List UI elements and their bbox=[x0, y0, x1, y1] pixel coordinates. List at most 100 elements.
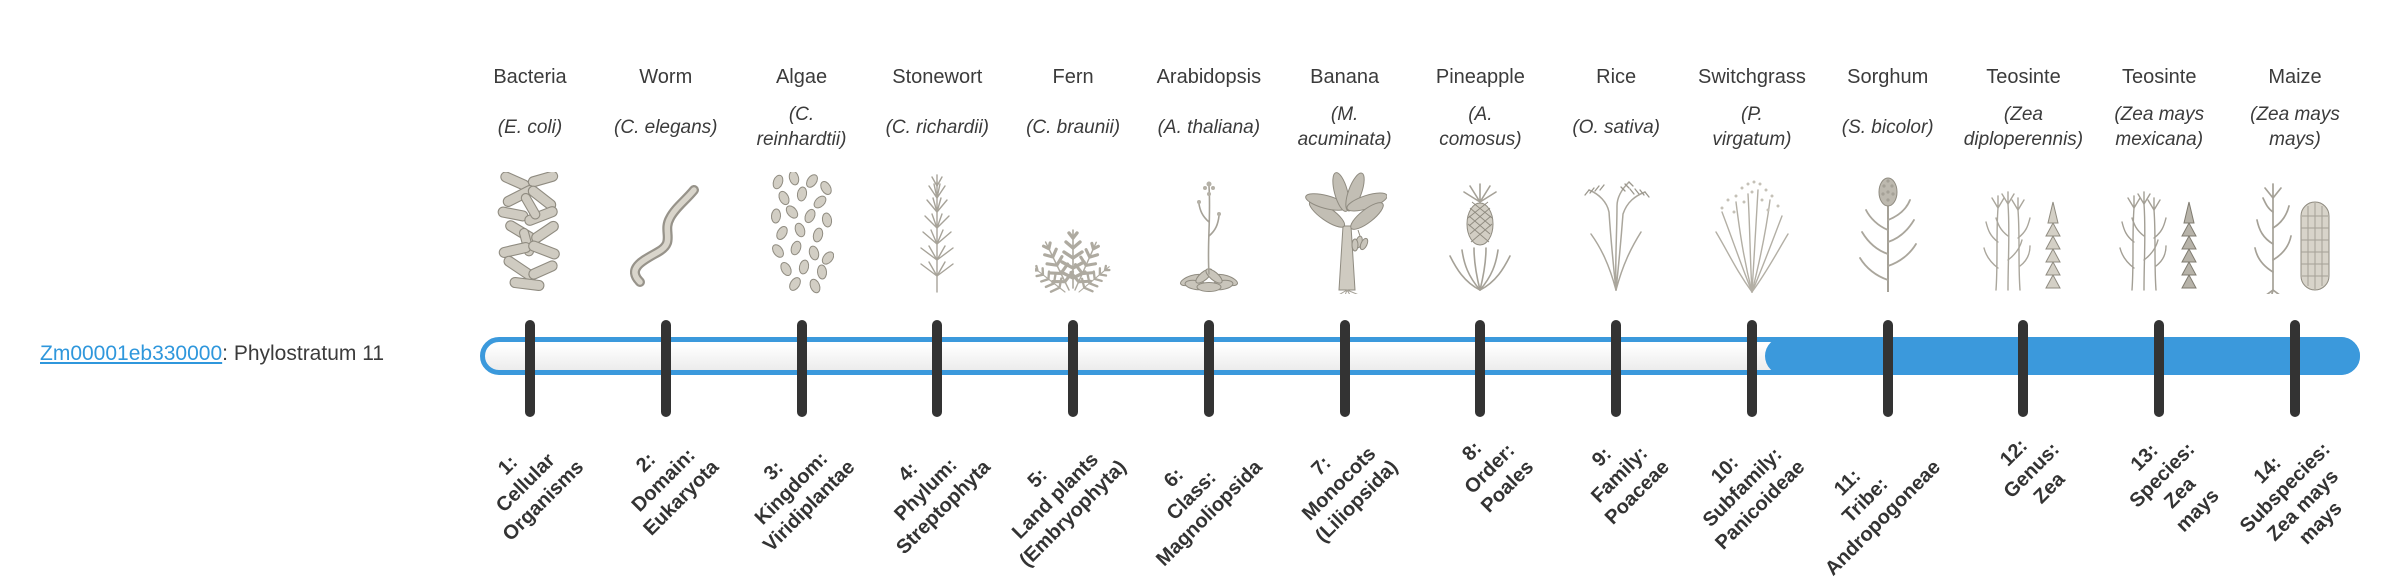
stratum-tick bbox=[2018, 320, 2029, 417]
stratum-tick bbox=[1475, 320, 1486, 417]
organism-species: (Zea mays mexicana) bbox=[2114, 96, 2204, 158]
organism-column: Fern (C. braunii) bbox=[1003, 64, 1143, 294]
stratum-label-text: 8: Order: Poales bbox=[1441, 420, 1540, 519]
stratum-tick bbox=[1203, 320, 1214, 417]
organism-column: Teosinte (Zea diploperennis) bbox=[1953, 64, 2093, 294]
organism-column: Bacteria (E. coli) bbox=[460, 64, 600, 294]
stratum-label-text: 3: Kingdom: Viridiplantae bbox=[723, 420, 861, 558]
stratum-tick bbox=[932, 320, 943, 417]
organism-species-line: (A. thaliana) bbox=[1157, 116, 1261, 138]
organism-column: Rice (O. sativa) bbox=[1546, 64, 1686, 294]
organism-species-line: (Zea mays bbox=[2250, 104, 2340, 125]
worm-illustration bbox=[629, 158, 702, 294]
organism-species-line: (E. coli) bbox=[497, 116, 563, 138]
gene-link[interactable]: Zm00001eb330000 bbox=[40, 342, 223, 365]
organism-column: Algae (C. reinhardtii) bbox=[732, 64, 872, 294]
stratum-label-text: 2: Domain: Eukaryota bbox=[603, 420, 724, 541]
stratum-tick bbox=[1068, 320, 1079, 417]
organism-name: Bacteria bbox=[493, 66, 567, 88]
organism-species-line: mays) bbox=[2269, 129, 2321, 150]
stratum-label-text: 7: Monocots (Liliopsida) bbox=[1275, 420, 1403, 548]
stratum-tick bbox=[660, 320, 671, 417]
organism-species-line: (A. bbox=[1468, 104, 1493, 125]
organism-column: Sorghum (S. bicolor) bbox=[1818, 64, 1958, 294]
organism-name: Maize bbox=[2268, 66, 2322, 88]
organism-species: (M. acuminata) bbox=[1298, 96, 1392, 158]
stratum-tick bbox=[796, 320, 807, 417]
organism-species: (O. sativa) bbox=[1572, 96, 1660, 158]
algae-illustration bbox=[770, 158, 834, 294]
stratum-label-text: 13: Species: Zea mays bbox=[2107, 420, 2236, 549]
maize-illustration bbox=[2249, 158, 2341, 294]
organism-species-line: (M. bbox=[1330, 104, 1359, 125]
organism-name: Sorghum bbox=[1847, 66, 1929, 88]
organism-species-line: diploperennis) bbox=[1963, 129, 2084, 150]
organism-species-line: reinhardtii) bbox=[756, 129, 847, 150]
organism-name: Switchgrass bbox=[1698, 66, 1806, 88]
organism-species-line: (C. richardii) bbox=[885, 116, 990, 138]
arabidopsis-illustration bbox=[1174, 158, 1244, 294]
switchgrass-illustration bbox=[1710, 158, 1794, 294]
organism-species-line: (Zea bbox=[2003, 104, 2043, 125]
organism-name: Banana bbox=[1310, 66, 1380, 88]
organism-species: (C. richardii) bbox=[886, 96, 989, 158]
organism-species-line: virgatum) bbox=[1712, 129, 1792, 150]
organism-species: (Zea mays mays) bbox=[2250, 96, 2340, 158]
stratum-label-text: 9: Family: Poaceae bbox=[1565, 420, 1675, 530]
gene-label: Zm00001eb330000: Phylostratum 11 bbox=[40, 341, 384, 367]
organism-column: Maize (Zea mays mays) bbox=[2225, 64, 2365, 294]
organism-name: Teosinte bbox=[2121, 66, 2197, 88]
banana-illustration bbox=[1303, 158, 1387, 294]
organism-species: (C. braunii) bbox=[1026, 96, 1120, 158]
rice-illustration bbox=[1573, 158, 1659, 294]
organism-column: Arabidopsis (A. thaliana) bbox=[1139, 64, 1279, 294]
organism-name: Rice bbox=[1596, 66, 1637, 88]
organism-species: (A. comosus) bbox=[1439, 96, 1521, 158]
organism-name: Algae bbox=[775, 66, 828, 88]
organism-column: Switchgrass (P. virgatum) bbox=[1682, 64, 1822, 294]
stratum-label-text: 14: Subspecies: Zea mays mays bbox=[2218, 420, 2372, 574]
gene-phylostratum-text: : Phylostratum 11 bbox=[222, 342, 385, 365]
stratum-label-text: 4: Phylum: Streptophyta bbox=[856, 420, 996, 560]
stonewort-illustration bbox=[909, 158, 965, 294]
stratum-label-text: 10: Subfamily: Panicoideae bbox=[1675, 420, 1811, 556]
stratum-label-text: 6: Class: Magnoliopsida bbox=[1116, 420, 1268, 572]
organism-name: Teosinte bbox=[1986, 66, 2061, 88]
fern-illustration bbox=[1035, 158, 1112, 294]
organism-column: Banana (M. acuminata) bbox=[1275, 64, 1415, 294]
stratum-tick bbox=[1882, 320, 1893, 417]
organism-species: (C. elegans) bbox=[614, 96, 718, 158]
stratum-label-text: 1: Cellular Organisms bbox=[462, 420, 589, 547]
organism-species-line: (P. bbox=[1741, 104, 1763, 125]
stratum-label-text: 12: Genus: Zea bbox=[1981, 420, 2083, 522]
organism-species-line: (C. braunii) bbox=[1026, 116, 1121, 138]
stratum-tick bbox=[2290, 320, 2300, 417]
stratum-label-text: 11: Tribe: Andropogoneae bbox=[1785, 420, 1946, 580]
stratum-tick bbox=[1746, 320, 1757, 417]
bacteria-illustration bbox=[497, 158, 563, 294]
stratum-tick bbox=[525, 320, 535, 417]
stratum-label-text: 5: Land plants (Embryophyta) bbox=[979, 420, 1132, 573]
organism-name: Pineapple bbox=[1435, 66, 1525, 88]
organism-species-line: (C. elegans) bbox=[614, 116, 718, 138]
stratum-tick bbox=[2154, 320, 2165, 417]
organism-name: Arabidopsis bbox=[1156, 66, 1262, 88]
teosinte-diploperennis-illustration bbox=[1978, 158, 2068, 294]
organism-species: (S. bicolor) bbox=[1842, 96, 1934, 158]
organism-species-line: (O. sativa) bbox=[1572, 116, 1660, 138]
organism-name: Stonewort bbox=[892, 66, 983, 88]
organism-species: (C. reinhardtii) bbox=[757, 96, 847, 158]
sorghum-illustration bbox=[1852, 158, 1924, 294]
organism-name: Fern bbox=[1052, 66, 1094, 88]
organism-name: Worm bbox=[639, 66, 693, 88]
organism-column: Teosinte (Zea mays mexicana) bbox=[2089, 64, 2229, 294]
phylostrata-bar-fill bbox=[1764, 337, 2360, 375]
organism-column: Stonewort (C. richardii) bbox=[867, 64, 1007, 294]
organism-column: Worm (C. elegans) bbox=[596, 64, 736, 294]
organism-species-line: (C. bbox=[788, 104, 815, 125]
stratum-tick bbox=[1611, 320, 1622, 417]
organism-species-line: (S. bicolor) bbox=[1841, 116, 1934, 138]
organism-species-line: mexicana) bbox=[2115, 129, 2204, 150]
organism-species-line: acuminata) bbox=[1297, 129, 1392, 150]
